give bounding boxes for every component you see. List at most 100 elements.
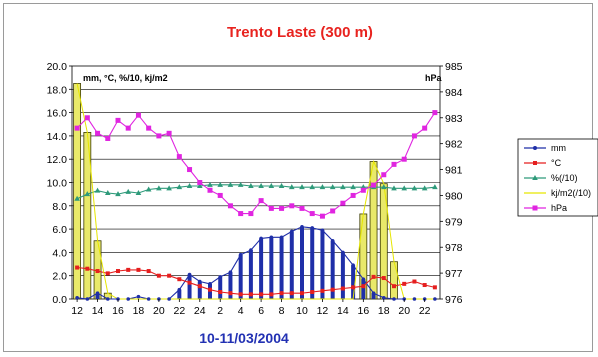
mm-stick xyxy=(340,252,345,299)
left-tick-label: 16.0 xyxy=(47,108,68,120)
hpa-marker xyxy=(176,154,182,160)
legend-label: °C xyxy=(551,158,562,168)
mm-marker xyxy=(279,235,284,240)
temp-marker xyxy=(208,287,212,292)
temp-marker xyxy=(167,273,172,278)
right-tick-label: 978 xyxy=(445,242,463,254)
hpa-marker xyxy=(340,200,346,206)
left-tick-label: 12.0 xyxy=(47,154,68,166)
temp-marker xyxy=(146,269,151,274)
left-tick-label: 6.0 xyxy=(52,224,67,236)
right-tick-label: 985 xyxy=(445,61,463,73)
mm-marker xyxy=(136,294,141,299)
legend-item: kj/m2(/10) xyxy=(524,188,591,198)
mm-marker xyxy=(412,297,417,301)
hpa-marker xyxy=(135,112,141,118)
mm-stick xyxy=(320,230,325,299)
mm-marker xyxy=(330,238,335,243)
humidity-marker xyxy=(196,182,203,188)
temp-marker xyxy=(156,273,161,278)
legend-marker xyxy=(533,161,537,165)
humidity-marker xyxy=(74,195,80,201)
left-tick-label: 0.0 xyxy=(52,294,67,306)
mm-stick xyxy=(238,254,243,299)
mm-stick xyxy=(197,281,202,299)
temp-marker xyxy=(85,266,90,271)
humidity-marker xyxy=(156,185,162,191)
mm-marker xyxy=(187,272,192,277)
hpa-marker xyxy=(289,203,295,209)
humidity-marker xyxy=(309,184,316,190)
chart-title: Trento Laste (300 m) xyxy=(227,24,373,41)
x-tick-label: 18 xyxy=(133,305,145,317)
temp-marker xyxy=(269,292,274,297)
hpa-marker xyxy=(360,187,366,193)
temp-marker xyxy=(392,284,396,289)
x-tick-label: 8 xyxy=(279,305,285,317)
temp-marker xyxy=(95,269,100,274)
humidity-marker xyxy=(217,181,224,187)
mm-stick xyxy=(330,240,335,299)
humidity-marker xyxy=(186,182,193,188)
hpa-marker xyxy=(115,117,121,123)
temp-marker xyxy=(340,286,345,291)
series-line xyxy=(76,83,435,300)
mm-stick xyxy=(310,227,315,299)
legend-label: hPa xyxy=(551,203,567,213)
x-tick-label: 2 xyxy=(217,305,223,317)
mm-marker xyxy=(177,287,182,292)
mm-marker xyxy=(85,297,90,301)
mm-marker xyxy=(218,275,223,279)
hpa-marker xyxy=(422,125,428,131)
hpa-marker xyxy=(187,167,193,173)
temp-marker xyxy=(320,288,325,293)
temp-marker xyxy=(197,284,202,289)
humidity-marker xyxy=(115,191,121,197)
mm-marker xyxy=(361,277,366,281)
x-tick-label: 20 xyxy=(153,305,165,317)
x-tick-label: 12 xyxy=(317,305,329,317)
right-tick-label: 981 xyxy=(445,165,463,177)
x-tick-label: 20 xyxy=(398,305,410,317)
humidity-marker xyxy=(268,182,275,188)
legend: mm °C %(/10) kj/m2(/10) hPa xyxy=(524,143,591,213)
mm-stick xyxy=(279,237,284,299)
temp-marker xyxy=(422,283,427,288)
legend-label: %(/10) xyxy=(551,173,578,183)
mm-stick xyxy=(371,293,376,299)
humidity-marker xyxy=(258,182,264,188)
mm-stick xyxy=(300,226,304,299)
legend-item: hPa xyxy=(524,203,567,213)
hpa-marker xyxy=(248,211,254,217)
humidity-marker xyxy=(166,185,172,191)
humidity-marker xyxy=(411,185,418,191)
x-tick-label: 22 xyxy=(173,305,185,317)
temp-marker xyxy=(402,281,407,286)
left-tick-label: 4.0 xyxy=(52,247,67,259)
left-tick-label: 2.0 xyxy=(52,271,67,283)
hpa-marker xyxy=(227,203,233,209)
hpa-marker xyxy=(432,110,438,116)
humidity-marker xyxy=(145,186,152,192)
left-tick-label: 20.0 xyxy=(47,61,68,73)
right-tick-label: 984 xyxy=(445,87,463,99)
legend-marker xyxy=(532,205,538,211)
temp-marker xyxy=(381,276,386,281)
mm-marker xyxy=(310,226,315,230)
hpa-marker xyxy=(197,180,203,185)
mm-marker xyxy=(126,297,131,301)
axes: 0.0 2.0 4.0 6.0 8.0 10.0 12.0 14.0 16.0 18.0 20.0 9… xyxy=(47,61,463,317)
left-tick-label: 8.0 xyxy=(52,201,67,213)
humidity-marker xyxy=(227,181,234,187)
hpa-marker xyxy=(146,125,152,131)
mm-stick xyxy=(289,231,294,299)
left-tick-label: 18.0 xyxy=(47,84,68,96)
mm-marker xyxy=(146,297,151,301)
hpa-marker xyxy=(371,182,377,188)
x-tick-label: 4 xyxy=(238,305,244,317)
gridlines xyxy=(72,89,440,277)
temp-marker xyxy=(300,291,304,296)
hpa-marker xyxy=(84,115,90,121)
mm-marker xyxy=(392,297,396,301)
mm-stick xyxy=(95,293,100,299)
